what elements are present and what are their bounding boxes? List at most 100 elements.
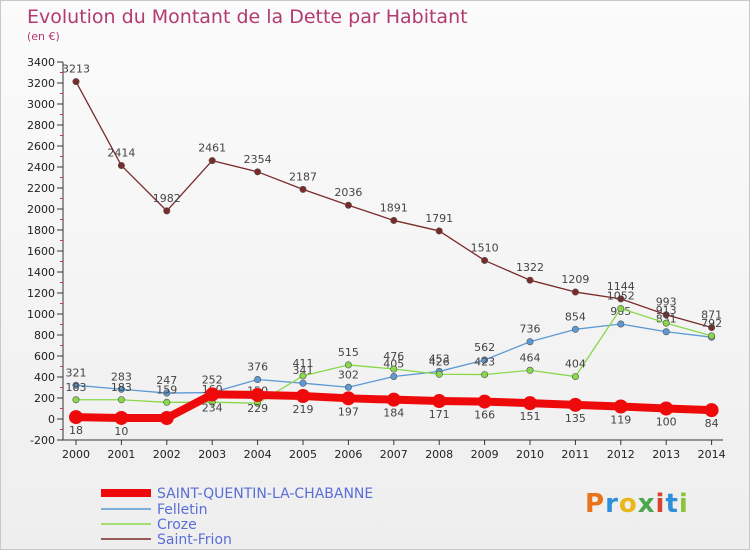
proxiti-logo: Proxiti xyxy=(585,489,689,519)
data-label: 854 xyxy=(565,310,586,323)
data-point xyxy=(341,391,356,406)
data-label: 84 xyxy=(705,417,719,430)
data-label: 426 xyxy=(429,355,450,368)
data-label: 234 xyxy=(202,401,223,414)
y-tick-label: 400 xyxy=(34,371,55,384)
data-point xyxy=(159,411,174,426)
x-tick-label: 2008 xyxy=(425,448,453,461)
legend-label: SAINT-QUENTIN-LA-CHABANNE xyxy=(157,486,373,502)
y-tick-label: 2600 xyxy=(27,140,55,153)
data-point xyxy=(163,207,171,215)
logo-letter: o xyxy=(618,489,638,519)
data-point xyxy=(250,387,265,402)
logo-letter: t xyxy=(665,489,679,519)
data-point xyxy=(662,328,670,336)
y-tick-label: 1000 xyxy=(27,308,55,321)
chart-subtitle: (en €) xyxy=(27,30,60,43)
data-point xyxy=(435,227,443,235)
data-point xyxy=(117,396,125,404)
y-tick-label: 2400 xyxy=(27,161,55,174)
data-label: 1791 xyxy=(425,212,453,225)
data-label: 453 xyxy=(429,352,450,365)
x-tick-label: 2013 xyxy=(652,448,680,461)
legend-label: Saint-Frion xyxy=(157,532,232,548)
data-label: 464 xyxy=(520,351,541,364)
data-point xyxy=(662,319,670,327)
data-label: 252 xyxy=(202,374,223,387)
y-tick-label: 1200 xyxy=(27,287,55,300)
y-tick-label: 1400 xyxy=(27,266,55,279)
data-point xyxy=(72,396,80,404)
x-tick-label: 2000 xyxy=(62,448,90,461)
data-label: 166 xyxy=(474,409,495,422)
data-point xyxy=(205,387,220,402)
data-label: 197 xyxy=(338,405,359,418)
data-label: 119 xyxy=(610,414,631,427)
logo-letter: i xyxy=(655,489,666,519)
data-label: 183 xyxy=(66,381,87,394)
data-point xyxy=(571,373,579,381)
data-point xyxy=(114,410,129,425)
data-point xyxy=(344,201,352,209)
x-tick-label: 2009 xyxy=(471,448,499,461)
data-label: 376 xyxy=(247,361,268,374)
y-tick-label: 1800 xyxy=(27,224,55,237)
x-tick-label: 2001 xyxy=(107,448,135,461)
data-point xyxy=(704,403,719,418)
data-point xyxy=(613,399,628,414)
y-tick-label: 0 xyxy=(48,413,55,426)
data-point xyxy=(117,162,125,170)
y-tick-label: 3200 xyxy=(27,77,55,90)
data-point xyxy=(344,383,352,391)
data-label: 562 xyxy=(474,341,495,354)
x-tick-label: 2011 xyxy=(561,448,589,461)
data-point xyxy=(708,332,716,340)
data-label: 135 xyxy=(565,412,586,425)
data-point xyxy=(481,256,489,264)
data-point xyxy=(163,398,171,406)
data-point xyxy=(481,356,489,364)
data-point xyxy=(617,320,625,328)
logo-letter: P xyxy=(585,489,606,519)
data-point xyxy=(72,381,80,389)
data-label: 100 xyxy=(656,416,677,429)
data-point xyxy=(526,276,534,284)
data-point xyxy=(659,401,674,416)
y-tick-label: 3000 xyxy=(27,98,55,111)
data-label: 736 xyxy=(520,323,541,336)
data-label: 18 xyxy=(69,424,83,437)
data-point xyxy=(571,325,579,333)
data-label: 171 xyxy=(429,408,450,421)
data-label: 183 xyxy=(111,381,132,394)
y-tick-label: 1600 xyxy=(27,245,55,258)
x-tick-label: 2014 xyxy=(698,448,726,461)
data-label: 993 xyxy=(656,296,677,309)
data-point xyxy=(390,216,398,224)
data-label: 515 xyxy=(338,346,359,359)
data-point xyxy=(254,376,262,384)
data-point xyxy=(299,185,307,193)
data-point xyxy=(617,295,625,303)
legend-label: Croze xyxy=(157,517,197,533)
data-point xyxy=(296,389,310,404)
x-tick-label: 2012 xyxy=(607,448,635,461)
data-label: 159 xyxy=(156,383,177,396)
y-tick-label: 800 xyxy=(34,329,55,342)
data-point xyxy=(163,389,171,397)
x-tick-label: 2007 xyxy=(380,448,408,461)
data-label: 476 xyxy=(383,350,404,363)
data-point xyxy=(299,372,307,380)
data-label: 1052 xyxy=(607,290,635,303)
data-label: 404 xyxy=(565,358,586,371)
chart-title: Evolution du Montant de la Dette par Hab… xyxy=(27,6,468,28)
data-point xyxy=(390,372,398,380)
y-tick-label: -200 xyxy=(30,434,55,447)
y-tick-label: 3400 xyxy=(27,56,55,69)
x-tick-label: 2005 xyxy=(289,448,317,461)
data-label: 1510 xyxy=(471,241,499,254)
logo-letter: x xyxy=(637,489,656,519)
data-point xyxy=(299,379,307,387)
data-label: 2187 xyxy=(289,170,317,183)
data-point xyxy=(432,394,447,409)
